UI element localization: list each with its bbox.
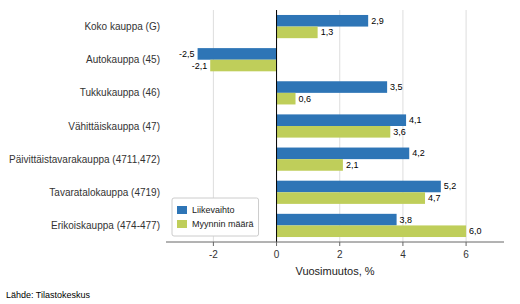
data-label: 2,9 [371, 16, 384, 26]
x-tick-label: 4 [400, 249, 406, 260]
x-tick-label: -2 [209, 249, 218, 260]
bar [277, 15, 369, 27]
bar [277, 225, 467, 237]
data-label: 3,5 [390, 82, 403, 92]
legend-label: Myynnin määrä [192, 219, 254, 229]
data-label: 3,8 [400, 215, 413, 225]
x-tick [339, 242, 340, 246]
bar [277, 214, 397, 226]
bar [277, 148, 410, 160]
bar [277, 27, 318, 39]
legend-label: Liikevaihto [192, 205, 235, 215]
data-label: 4,2 [412, 148, 425, 158]
legend-swatch [177, 220, 187, 228]
data-label: -2,5 [179, 49, 195, 59]
category-label: Päivittäistavarakauppa (4711,472) [9, 154, 160, 165]
data-label: 2,1 [346, 160, 359, 170]
zero-line [276, 10, 277, 242]
data-label: 1,3 [321, 27, 334, 37]
bar [210, 60, 276, 72]
x-tick [213, 242, 214, 246]
chart-svg: Erikoiskauppa (474-477) Tavaratalokauppa … [0, 0, 520, 304]
data-label: 5,2 [444, 181, 457, 191]
grid-line [466, 10, 467, 242]
data-label: 0,6 [299, 94, 312, 104]
category-label: Tavaratalokauppa (4719) [49, 187, 160, 198]
x-tick [276, 242, 277, 246]
bar [277, 81, 388, 93]
legend-swatch [177, 206, 187, 214]
data-label: 4,1 [409, 115, 422, 125]
bar [277, 159, 343, 171]
chart-container: Erikoiskauppa (474-477) Tavaratalokauppa … [0, 0, 520, 304]
category-label: Koko kauppa (G) [84, 21, 160, 32]
x-tick [466, 242, 467, 246]
category-label: Autokauppa (45) [86, 54, 160, 65]
grid-line [276, 10, 277, 242]
x-axis: -2 0 2 4 6 [166, 242, 504, 260]
data-label: 3,6 [393, 127, 406, 137]
x-axis-label: Vuosimuutos, % [295, 265, 374, 277]
bar [277, 93, 296, 105]
y-axis-labels: Erikoiskauppa (474-477) Tavaratalokauppa … [9, 21, 160, 231]
legend-box [172, 198, 259, 236]
data-label: 6,0 [469, 226, 482, 236]
x-axis-line [166, 242, 504, 243]
background [0, 0, 520, 304]
x-tick-label: 0 [274, 249, 280, 260]
x-tick-label: 2 [337, 249, 343, 260]
category-label: Tukkukauppa (46) [80, 87, 160, 98]
bar [277, 192, 425, 204]
x-tick [402, 242, 403, 246]
bar [277, 114, 407, 126]
legend: Liikevaihto Myynnin määrä [172, 198, 259, 236]
bar [277, 126, 391, 138]
x-tick-label: 6 [463, 249, 469, 260]
bar [198, 48, 277, 60]
data-label: 4,7 [428, 193, 441, 203]
category-label: Erikoiskauppa (474-477) [51, 220, 160, 231]
category-label: Vähittäiskauppa (47) [68, 121, 160, 132]
data-label: -2,1 [192, 61, 208, 71]
bar [277, 181, 441, 193]
source-text: Lähde: Tilastokeskus [6, 290, 91, 300]
